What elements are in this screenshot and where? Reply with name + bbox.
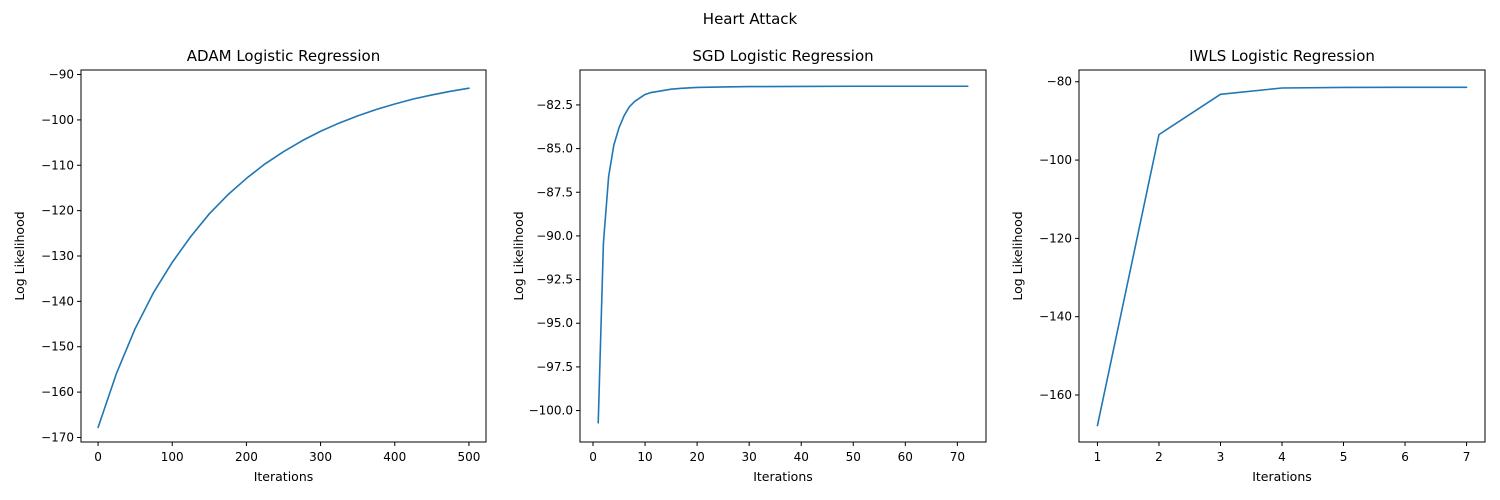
y-tick-label: −100 <box>41 113 74 127</box>
x-axis-label: Iterations <box>254 469 314 484</box>
x-tick-label: 1 <box>1094 450 1102 464</box>
y-tick-label: −85.0 <box>536 142 573 156</box>
subplot-1: 0 100 200 300 400 500 −170 −160 −150 −140 −130 −120… <box>12 47 487 484</box>
x-tick-label: 20 <box>689 450 704 464</box>
y-tick-label: −130 <box>41 249 74 263</box>
subplot-3: 1 2 3 4 5 6 7 −160 −140 −120 −100 −80 IWLS Logistic … <box>1010 47 1486 484</box>
x-tick-label: 5 <box>1340 450 1348 464</box>
x-tick-label: 200 <box>235 450 258 464</box>
x-tick-label: 50 <box>846 450 861 464</box>
series-line-3 <box>1096 86 1468 427</box>
y-tick-label: −95.0 <box>536 316 573 330</box>
y-tick-label: −92.5 <box>536 273 573 287</box>
y-tick-label: −110 <box>41 158 74 172</box>
x-tick-label: 30 <box>742 450 757 464</box>
subplot-title: IWLS Logistic Regression <box>1189 47 1375 65</box>
x-tick-label: 70 <box>950 450 965 464</box>
x-tick-label: 400 <box>383 450 406 464</box>
x-tick-label: 10 <box>637 450 652 464</box>
x-tick-label: 2 <box>1155 450 1163 464</box>
y-tick-label: −100.0 <box>529 404 573 418</box>
y-tick-label: −150 <box>41 340 74 354</box>
y-tick-label: −82.5 <box>536 98 573 112</box>
y-tick-label: −140 <box>1039 310 1072 324</box>
y-tick-label: −120 <box>1039 231 1072 245</box>
y-axis-label: Log Likelihood <box>1010 211 1025 300</box>
x-tick-label: 500 <box>457 450 480 464</box>
y-tick-label: −120 <box>41 204 74 218</box>
x-axis-label: Iterations <box>753 469 813 484</box>
axes-frame <box>1078 69 1486 443</box>
y-tick-label: −170 <box>41 430 74 444</box>
x-tick-label: 0 <box>94 450 102 464</box>
subplots: 0 100 200 300 400 500−170−160−150−140−130−120… <box>12 47 1486 484</box>
x-tick-label: 300 <box>309 450 332 464</box>
figure-title: Heart Attack <box>703 10 798 28</box>
y-axis-label: Log Likelihood <box>12 211 27 300</box>
y-tick-label: −140 <box>41 294 74 308</box>
series-line-1 <box>97 87 470 429</box>
y-tick-label: −80 <box>1047 75 1072 89</box>
x-tick-label: 40 <box>794 450 809 464</box>
x-tick-label: 3 <box>1217 450 1225 464</box>
y-tick-label: −160 <box>41 385 74 399</box>
x-tick-label: 6 <box>1401 450 1409 464</box>
x-tick-label: 100 <box>161 450 184 464</box>
y-tick-label: −87.5 <box>536 185 573 199</box>
y-axis-label: Log Likelihood <box>511 211 526 300</box>
subplot-2: 0 10 20 30 40 50 60 70 −100.0 −97.5 −95.0 −92.5 −90.… <box>511 47 987 484</box>
y-tick-label: −97.5 <box>536 360 573 374</box>
y-tick-label: −100 <box>1039 153 1072 167</box>
subplot-title: ADAM Logistic Regression <box>187 47 380 65</box>
y-tick-label: −90 <box>49 68 74 82</box>
axes-frame <box>579 69 987 443</box>
y-tick-label: −90.0 <box>536 229 573 243</box>
series-line-2 <box>597 85 969 424</box>
x-axis-label: Iterations <box>1252 469 1312 484</box>
x-tick-label: 7 <box>1463 450 1471 464</box>
y-tick-label: −160 <box>1039 388 1072 402</box>
x-tick-label: 4 <box>1278 450 1286 464</box>
subplot-title: SGD Logistic Regression <box>692 47 873 65</box>
axes-frame <box>80 69 487 443</box>
x-tick-label: 0 <box>589 450 597 464</box>
x-tick-label: 60 <box>898 450 913 464</box>
